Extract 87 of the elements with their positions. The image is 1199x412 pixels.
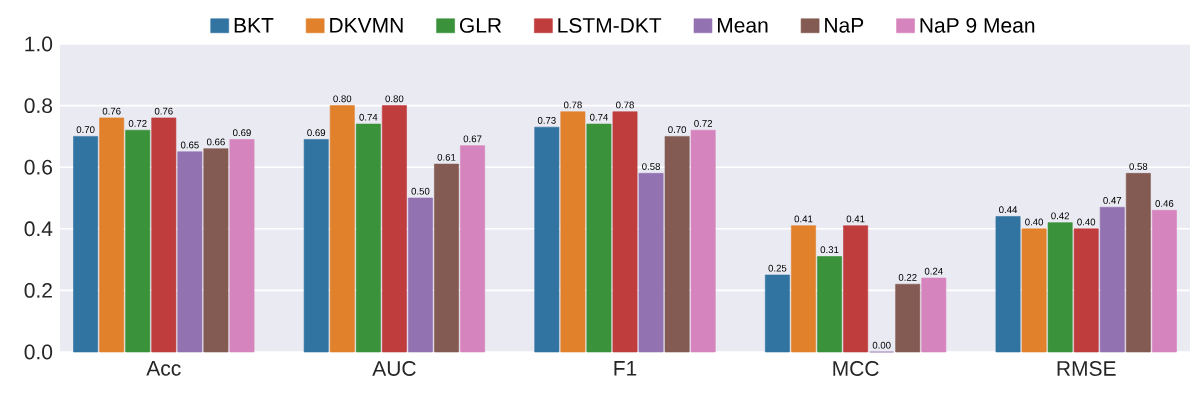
data-label: 0.46	[1155, 200, 1174, 207]
bar	[151, 117, 177, 353]
legend-label: DKVMN	[330, 18, 403, 33]
bar	[1099, 206, 1125, 353]
data-label: 0.58	[642, 163, 660, 170]
data-label: 0.72	[128, 120, 147, 127]
bar	[1047, 222, 1073, 353]
data-label: 0.78	[563, 101, 582, 109]
bar	[177, 151, 203, 353]
data-label: 0.61	[437, 153, 456, 161]
legend-label: Mean	[718, 18, 768, 33]
x-tick-label: MCC	[833, 361, 879, 376]
bar	[612, 111, 638, 353]
bar	[560, 111, 586, 353]
data-label: 0.70	[668, 126, 687, 133]
y-tick-label: 0.2	[24, 282, 52, 298]
data-label: 0.50	[411, 187, 430, 195]
bar	[203, 148, 229, 353]
data-label: 0.67	[463, 135, 482, 143]
y-tick-label: 0.8	[24, 98, 53, 114]
bar	[381, 105, 407, 353]
y-tick-label: 1.0	[25, 36, 53, 52]
x-tick-label: RMSE	[1057, 361, 1116, 376]
bar	[1125, 173, 1151, 353]
data-label: 0.58	[1129, 163, 1148, 170]
bar	[99, 117, 125, 353]
bar	[586, 123, 612, 353]
data-label: 0.40	[1025, 218, 1044, 226]
data-label: 0.24	[924, 267, 943, 275]
y-tick-label: 0.4	[24, 221, 53, 237]
bar	[408, 197, 433, 353]
data-label: 0.72	[694, 120, 713, 127]
bar	[995, 216, 1021, 353]
legend-label: GLR	[459, 17, 502, 33]
data-label: 0.73	[537, 116, 556, 124]
data-label: 0.76	[102, 107, 121, 115]
bar	[460, 145, 485, 353]
bar	[534, 126, 560, 353]
bar	[817, 256, 842, 353]
legend-label: NaP 9 Mean	[920, 17, 1035, 33]
bar	[1151, 210, 1177, 353]
data-label: 0.74	[359, 113, 378, 121]
data-label: 0.80	[333, 95, 352, 103]
x-tick-label: Acc	[146, 361, 181, 376]
bar	[355, 123, 381, 353]
data-label: 0.00	[872, 341, 891, 349]
bar	[303, 139, 329, 353]
x-tick-label: F1	[614, 361, 637, 376]
data-label: 0.47	[1103, 197, 1122, 204]
bar	[1021, 228, 1047, 353]
data-label: 0.40	[1077, 218, 1096, 226]
data-label: 0.80	[385, 95, 404, 103]
data-label: 0.41	[846, 215, 865, 223]
bar	[765, 274, 790, 353]
data-label: 0.65	[180, 141, 199, 149]
bar	[1073, 228, 1099, 353]
bar	[638, 173, 664, 353]
data-label: 0.69	[233, 129, 251, 137]
data-label: 0.78	[616, 101, 634, 109]
data-label: 0.69	[307, 129, 326, 137]
bar	[895, 283, 921, 353]
bar	[229, 139, 255, 353]
data-label: 0.22	[898, 274, 917, 281]
bar	[73, 136, 99, 353]
data-label: 0.41	[794, 215, 813, 223]
legend-label: NaP	[825, 18, 864, 33]
data-label: 0.31	[820, 246, 839, 254]
legend-label: LSTM-DKT	[558, 17, 662, 33]
bar	[125, 129, 151, 353]
bar	[329, 105, 355, 353]
y-tick-label: 0.6	[24, 159, 53, 175]
data-label: 0.25	[768, 264, 787, 272]
legend-label: BKT	[234, 18, 274, 33]
bar	[921, 277, 947, 353]
x-tick-label: AUC	[372, 361, 416, 376]
data-label: 0.70	[76, 126, 95, 133]
data-label: 0.76	[154, 107, 173, 115]
bar	[434, 163, 459, 353]
bar	[690, 129, 716, 353]
data-label: 0.42	[1051, 212, 1070, 220]
data-label: 0.44	[999, 206, 1018, 214]
bar	[664, 136, 690, 353]
data-label: 0.74	[589, 113, 608, 121]
bar	[791, 225, 816, 353]
data-label: 0.66	[206, 138, 225, 146]
bar	[843, 225, 869, 353]
y-tick-label: 0.0	[24, 344, 53, 360]
